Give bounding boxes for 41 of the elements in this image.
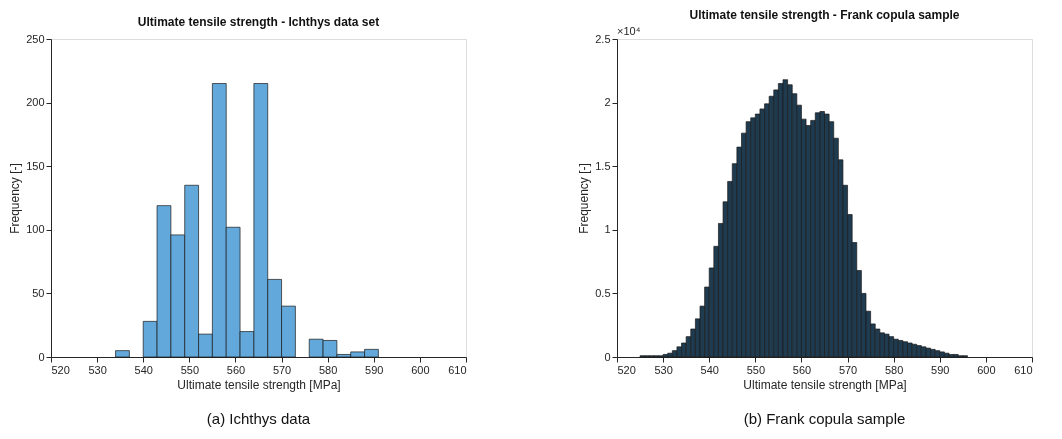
x-tick-label: 590 bbox=[931, 363, 950, 376]
y-tick-label: 2 bbox=[604, 96, 611, 109]
y-tick-label: 1.5 bbox=[595, 159, 611, 172]
x-tick-label: 540 bbox=[134, 363, 153, 376]
text: (b) Frank copula sample bbox=[743, 410, 906, 427]
x-tick-label: 550 bbox=[746, 363, 766, 376]
x-tick-label: 580 bbox=[884, 363, 904, 376]
x-tick-label: 560 bbox=[226, 363, 246, 376]
x-tick-label: 600 bbox=[977, 363, 996, 376]
y-tick-label: 150 bbox=[26, 159, 45, 172]
x-axis-title: Ultimate tensile strength [MPa] bbox=[743, 377, 907, 392]
chart-title: Ultimate tensile strength - Ichthys data set bbox=[137, 15, 380, 29]
x-tick-label: 530 bbox=[654, 363, 673, 376]
x-axis-title: Ultimate tensile strength [MPa] bbox=[177, 377, 341, 392]
y-tick-label: 0 bbox=[38, 350, 45, 363]
y-tick-label: 2.5 bbox=[595, 32, 611, 45]
y-tick-label: 250 bbox=[26, 32, 45, 45]
y-tick-label: 200 bbox=[26, 96, 45, 109]
y-tick-label: 50 bbox=[32, 286, 45, 299]
x-tick-label: 590 bbox=[365, 363, 384, 376]
y-tick-label: 0.5 bbox=[595, 286, 611, 299]
y-tick-label: 100 bbox=[26, 223, 45, 236]
x-tick-label: 520 bbox=[51, 363, 70, 376]
x-tick-label: 570 bbox=[838, 363, 858, 376]
y-axis-title: Frequency [-] bbox=[8, 163, 23, 234]
x-tick-label: 520 bbox=[617, 363, 636, 376]
y-axis-title: Frequency [-] bbox=[577, 163, 592, 234]
x-tick-label: 580 bbox=[318, 363, 338, 376]
y-tick-label: 1 bbox=[604, 223, 611, 236]
x-tick-label: 610 bbox=[1014, 363, 1033, 376]
x-tick-label: 560 bbox=[792, 363, 812, 376]
x-tick-label: 570 bbox=[272, 363, 292, 376]
x-tick-label: 540 bbox=[700, 363, 719, 376]
x-tick-label: 550 bbox=[180, 363, 200, 376]
text: ×10⁴ bbox=[617, 25, 641, 37]
x-tick-label: 530 bbox=[88, 363, 107, 376]
y-tick-label: 0 bbox=[604, 350, 611, 363]
chart-title: Ultimate tensile strength - Frank copula sample bbox=[689, 8, 960, 22]
text: (a) Ichthys data bbox=[206, 410, 311, 427]
x-tick-label: 600 bbox=[411, 363, 430, 376]
x-tick-label: 610 bbox=[448, 363, 467, 376]
